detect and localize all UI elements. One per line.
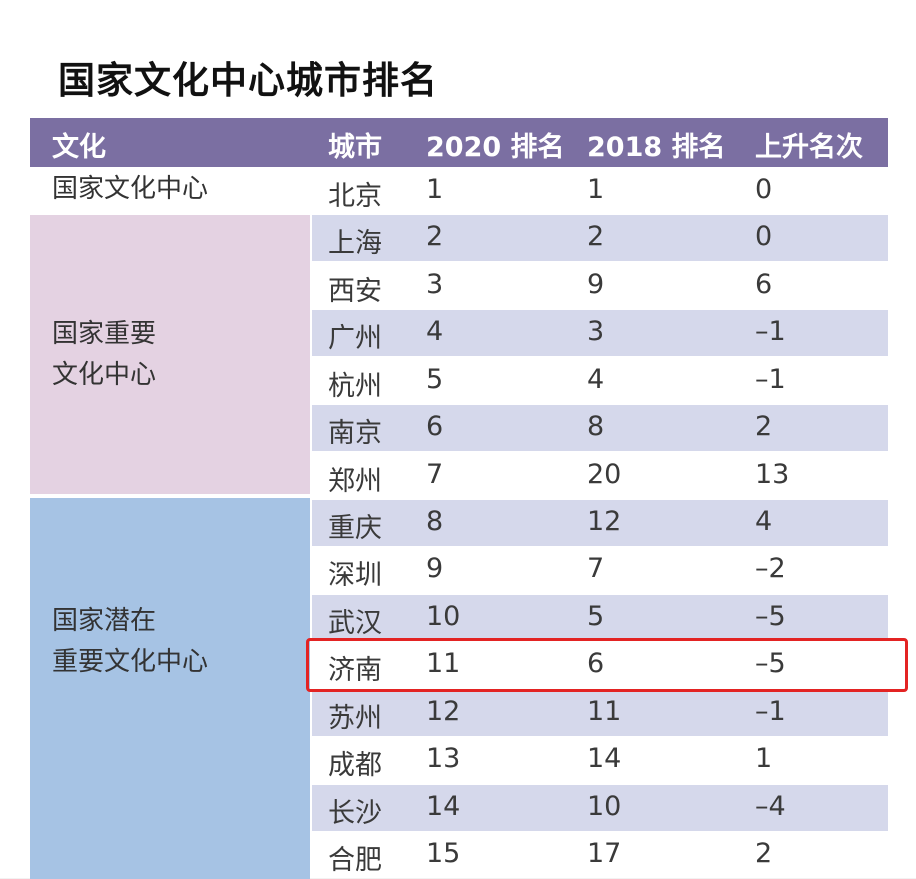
table-row: 苏州 12 11 –1: [312, 690, 888, 736]
table-row: 武汉 10 5 –5: [312, 595, 888, 641]
city-cell: 广州: [328, 316, 382, 355]
rise-cell: 0: [755, 174, 772, 205]
table-row: 深圳 9 7 –2: [312, 547, 888, 593]
rank-2020-cell: 8: [426, 506, 443, 537]
table-row: 郑州 7 20 13: [312, 453, 888, 499]
table-header: 文化 城市 2020 排名 2018 排名 上升名次: [30, 118, 888, 167]
rank-2018-cell: 4: [587, 364, 604, 395]
city-cell: 重庆: [328, 506, 382, 545]
rise-cell: –1: [755, 696, 786, 727]
rise-cell: 2: [755, 411, 772, 442]
category-label: 国家潜在 重要文化中心: [52, 601, 208, 683]
city-cell: 杭州: [328, 364, 382, 403]
table-row: 合肥 15 17 2: [312, 832, 888, 878]
city-cell: 南京: [328, 411, 382, 450]
rank-2020-cell: 5: [426, 364, 443, 395]
rank-2020-cell: 13: [426, 743, 460, 774]
rank-2020-cell: 6: [426, 411, 443, 442]
rise-cell: 6: [755, 269, 772, 300]
category-label: 国家文化中心: [52, 169, 208, 210]
city-cell: 上海: [328, 221, 382, 260]
rank-2020-cell: 12: [426, 696, 460, 727]
header-rise: 上升名次: [755, 125, 863, 164]
rank-2018-cell: 2: [587, 221, 604, 252]
table-row: 广州 4 3 –1: [312, 310, 888, 356]
table-body: 国家文化中心 国家重要 文化中心 国家潜在 重要文化中心 北京 1 1 0 上海 2 2 0 西…: [30, 167, 888, 879]
rise-cell: 2: [755, 838, 772, 869]
rank-2020-cell: 10: [426, 601, 460, 632]
rank-2018-cell: 3: [587, 316, 604, 347]
page-title: 国家文化中心城市排名: [58, 50, 438, 104]
rank-2018-cell: 14: [587, 743, 621, 774]
rank-2020-cell: 14: [426, 791, 460, 822]
table-row: 西安 3 9 6: [312, 263, 888, 309]
city-cell: 郑州: [328, 459, 382, 498]
table-row: 南京 6 8 2: [312, 405, 888, 451]
rise-cell: –5: [755, 601, 786, 632]
table-row: 北京 1 1 0: [312, 168, 888, 214]
rise-cell: 1: [755, 743, 772, 774]
rise-cell: 13: [755, 459, 789, 490]
city-cell: 合肥: [328, 838, 382, 877]
ranking-table: 文化 城市 2020 排名 2018 排名 上升名次 国家文化中心 国家重要 文…: [30, 118, 888, 879]
rank-2018-cell: 20: [587, 459, 621, 490]
header-city: 城市: [328, 125, 382, 164]
category-national-center: 国家文化中心: [30, 167, 310, 213]
table-row: 杭州 5 4 –1: [312, 358, 888, 404]
rank-2020-cell: 3: [426, 269, 443, 300]
rank-2018-cell: 9: [587, 269, 604, 300]
rank-2020-cell: 15: [426, 838, 460, 869]
rank-2018-cell: 5: [587, 601, 604, 632]
header-rank-2020: 2020 排名: [426, 125, 565, 164]
table-row: 成都 13 14 1: [312, 737, 888, 783]
rank-2018-cell: 17: [587, 838, 621, 869]
city-cell: 北京: [328, 174, 382, 213]
table-row: 长沙 14 10 –4: [312, 785, 888, 831]
city-cell: 西安: [328, 269, 382, 308]
category-label: 国家重要 文化中心: [52, 314, 156, 396]
city-cell: 成都: [328, 743, 382, 782]
city-cell: 长沙: [328, 791, 382, 830]
city-cell: 苏州: [328, 696, 382, 735]
table-row: 上海 2 2 0: [312, 215, 888, 261]
rise-cell: –1: [755, 364, 786, 395]
rise-cell: 0: [755, 221, 772, 252]
rise-cell: –1: [755, 316, 786, 347]
header-culture: 文化: [52, 125, 106, 164]
highlight-box-jinan: [306, 638, 908, 692]
rank-2018-cell: 7: [587, 553, 604, 584]
rank-2018-cell: 12: [587, 506, 621, 537]
table-row: 重庆 8 12 4: [312, 500, 888, 546]
category-potential-center: 国家潜在 重要文化中心: [30, 498, 310, 879]
rise-cell: –4: [755, 791, 786, 822]
header-rank-2018: 2018 排名: [587, 125, 726, 164]
rank-2018-cell: 10: [587, 791, 621, 822]
rank-2018-cell: 1: [587, 174, 604, 205]
city-cell: 深圳: [328, 553, 382, 592]
rise-cell: 4: [755, 506, 772, 537]
rank-2020-cell: 4: [426, 316, 443, 347]
rise-cell: –2: [755, 553, 786, 584]
rank-2020-cell: 2: [426, 221, 443, 252]
rank-2020-cell: 1: [426, 174, 443, 205]
rank-2018-cell: 11: [587, 696, 621, 727]
city-cell: 武汉: [328, 601, 382, 640]
rank-2020-cell: 7: [426, 459, 443, 490]
category-important-center: 国家重要 文化中心: [30, 215, 310, 494]
rank-2020-cell: 9: [426, 553, 443, 584]
rank-2018-cell: 8: [587, 411, 604, 442]
